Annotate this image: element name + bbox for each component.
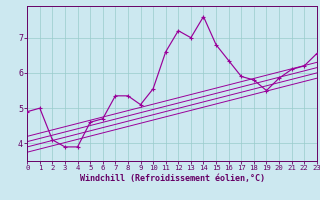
X-axis label: Windchill (Refroidissement éolien,°C): Windchill (Refroidissement éolien,°C) bbox=[79, 174, 265, 183]
